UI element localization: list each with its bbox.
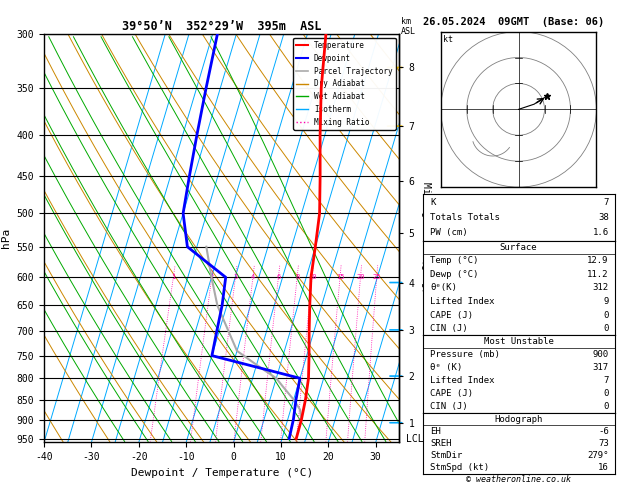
Text: PW (cm): PW (cm) (430, 228, 468, 237)
Text: 1: 1 (171, 274, 175, 280)
Text: CIN (J): CIN (J) (430, 324, 468, 333)
Text: CAPE (J): CAPE (J) (430, 389, 474, 398)
Text: 2: 2 (209, 274, 214, 280)
Text: 279°: 279° (587, 451, 609, 460)
Text: 317: 317 (593, 363, 609, 372)
Text: 10: 10 (308, 274, 316, 280)
Text: Totals Totals: Totals Totals (430, 213, 500, 222)
Legend: Temperature, Dewpoint, Parcel Trajectory, Dry Adiabat, Wet Adiabat, Isotherm, Mi: Temperature, Dewpoint, Parcel Trajectory… (293, 38, 396, 130)
Text: 3: 3 (233, 274, 238, 280)
Text: Temp (°C): Temp (°C) (430, 257, 479, 265)
Text: km
ASL: km ASL (401, 17, 416, 36)
Text: 0: 0 (603, 402, 609, 411)
Text: 26.05.2024  09GMT  (Base: 06): 26.05.2024 09GMT (Base: 06) (423, 17, 604, 27)
Text: K: K (430, 198, 436, 207)
Text: 7: 7 (603, 198, 609, 207)
Text: 12.9: 12.9 (587, 257, 609, 265)
Text: StmDir: StmDir (430, 451, 462, 460)
Text: StmSpd (kt): StmSpd (kt) (430, 463, 489, 472)
Title: 39°50’N  352°29’W  395m  ASL: 39°50’N 352°29’W 395m ASL (122, 20, 321, 33)
Text: θᵉ(K): θᵉ(K) (430, 283, 457, 293)
Text: 0: 0 (603, 311, 609, 319)
Text: 4: 4 (251, 274, 255, 280)
Text: kt: kt (443, 35, 454, 44)
Y-axis label: Mixing Ratio (g/kg): Mixing Ratio (g/kg) (421, 182, 431, 294)
Text: 38: 38 (598, 213, 609, 222)
Text: 73: 73 (598, 439, 609, 448)
Text: 16: 16 (598, 463, 609, 472)
Text: Dewp (°C): Dewp (°C) (430, 270, 479, 279)
Text: 312: 312 (593, 283, 609, 293)
Text: Lifted Index: Lifted Index (430, 297, 495, 306)
Text: -6: -6 (598, 427, 609, 436)
Text: CIN (J): CIN (J) (430, 402, 468, 411)
Text: 11.2: 11.2 (587, 270, 609, 279)
Text: 9: 9 (603, 297, 609, 306)
Text: θᵉ (K): θᵉ (K) (430, 363, 462, 372)
Text: Lifted Index: Lifted Index (430, 376, 495, 385)
Text: Surface: Surface (500, 243, 537, 252)
Text: 1.6: 1.6 (593, 228, 609, 237)
Text: 6: 6 (276, 274, 281, 280)
Text: © weatheronline.co.uk: © weatheronline.co.uk (466, 474, 571, 484)
Text: 7: 7 (603, 376, 609, 385)
Text: 0: 0 (603, 324, 609, 333)
Text: Pressure (mb): Pressure (mb) (430, 350, 500, 359)
Text: Most Unstable: Most Unstable (484, 337, 554, 347)
Text: 8: 8 (295, 274, 299, 280)
Text: Hodograph: Hodograph (494, 415, 543, 424)
Text: 25: 25 (372, 274, 381, 280)
Text: 900: 900 (593, 350, 609, 359)
X-axis label: Dewpoint / Temperature (°C): Dewpoint / Temperature (°C) (131, 468, 313, 478)
Text: 0: 0 (603, 389, 609, 398)
Text: 15: 15 (336, 274, 344, 280)
Text: SREH: SREH (430, 439, 452, 448)
Text: CAPE (J): CAPE (J) (430, 311, 474, 319)
Text: LCL: LCL (406, 434, 424, 444)
Text: 20: 20 (356, 274, 365, 280)
Text: EH: EH (430, 427, 441, 436)
Y-axis label: hPa: hPa (1, 228, 11, 248)
